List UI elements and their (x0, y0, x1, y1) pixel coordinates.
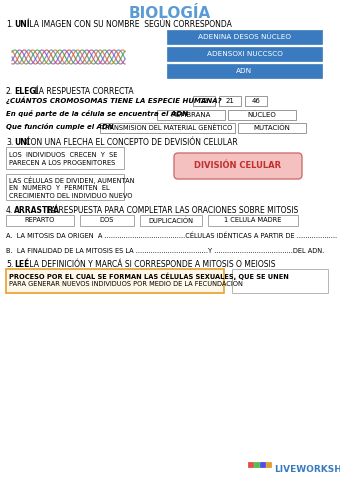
FancyBboxPatch shape (260, 462, 265, 467)
Text: 1 CELULA MADRE: 1 CELULA MADRE (224, 217, 282, 224)
Text: PARA GENERAR NUEVOS INDIVIDUOS POR MEDIO DE LA FECUNDACIÓN: PARA GENERAR NUEVOS INDIVIDUOS POR MEDIO… (9, 281, 243, 288)
Text: DUPLICACIÓN: DUPLICACIÓN (149, 217, 193, 224)
FancyBboxPatch shape (140, 215, 202, 226)
FancyBboxPatch shape (228, 110, 296, 120)
Text: LA IMAGEN CON SU NOMBRE  SEGÚN CORRESPONDA: LA IMAGEN CON SU NOMBRE SEGÚN CORRESPOND… (27, 20, 232, 29)
FancyBboxPatch shape (266, 462, 271, 467)
Text: 21: 21 (225, 98, 235, 104)
FancyBboxPatch shape (6, 147, 124, 169)
Text: ARRASTRÁ: ARRASTRÁ (14, 206, 60, 215)
Text: 12: 12 (200, 98, 208, 104)
Text: LOS  INDIVIDUOS  CRECEN  Y  SE: LOS INDIVIDUOS CRECEN Y SE (9, 152, 117, 158)
Text: ADN: ADN (236, 68, 253, 74)
FancyBboxPatch shape (80, 215, 134, 226)
Text: PARECEN A LOS PROGENITORES: PARECEN A LOS PROGENITORES (9, 160, 115, 166)
FancyBboxPatch shape (6, 215, 74, 226)
Text: CRECIMIENTO DEL INDIVIDUO NUEVO: CRECIMIENTO DEL INDIVIDUO NUEVO (9, 193, 133, 199)
FancyBboxPatch shape (254, 462, 259, 467)
Text: REPARTO: REPARTO (25, 217, 55, 224)
FancyBboxPatch shape (208, 215, 298, 226)
Text: A.  LA MITOSIS DA ORIGEN  A ......................................CÉLULAS IDÉNTI: A. LA MITOSIS DA ORIGEN A ..............… (6, 232, 337, 239)
Text: MUTACIÓN: MUTACIÓN (254, 125, 290, 131)
Text: EN  NÚMERO  Y  PERMITEN  EL: EN NÚMERO Y PERMITEN EL (9, 185, 109, 192)
Text: UNÍ: UNÍ (14, 20, 30, 29)
Text: 4.: 4. (6, 206, 13, 215)
FancyBboxPatch shape (232, 269, 328, 293)
Text: ¿CUÁNTOS CROMOSOMAS TIENE LA ESPECIE HUMANA?: ¿CUÁNTOS CROMOSOMAS TIENE LA ESPECIE HUM… (6, 96, 222, 104)
Text: LA RESPUESTA CORRECTA: LA RESPUESTA CORRECTA (32, 87, 134, 96)
Text: LA RESPUESTA PARA COMPLETAR LAS ORACIONES SOBRE MITOSIS: LA RESPUESTA PARA COMPLETAR LAS ORACIONE… (44, 206, 298, 215)
Text: BIOLOGÍA: BIOLOGÍA (129, 6, 211, 21)
Text: TRANSMISION DEL MATERIAL GENÉTICO: TRANSMISION DEL MATERIAL GENÉTICO (101, 125, 233, 131)
FancyBboxPatch shape (245, 96, 267, 106)
Text: 5.: 5. (6, 260, 13, 269)
Text: PROCESO POR EL CUAL SE FORMAN LAS CÉLULAS SEXUALES, QUE SE UNEN: PROCESO POR EL CUAL SE FORMAN LAS CÉLULA… (9, 272, 289, 279)
Text: MEMBRANA: MEMBRANA (171, 112, 211, 118)
FancyBboxPatch shape (193, 96, 215, 106)
Text: 1.: 1. (6, 20, 13, 29)
FancyBboxPatch shape (219, 96, 241, 106)
Text: 46: 46 (252, 98, 260, 104)
Text: LEÉ: LEÉ (14, 260, 29, 269)
Text: B.  LA FINALIDAD DE LA MITOSIS ES LA ..................................Y .......: B. LA FINALIDAD DE LA MITOSIS ES LA ....… (6, 248, 324, 254)
Text: ELEGÍ: ELEGÍ (14, 87, 38, 96)
FancyBboxPatch shape (167, 64, 322, 78)
FancyBboxPatch shape (100, 123, 235, 133)
Text: LAS CÉLULAS DE DIVIDEN, AUMENTAN: LAS CÉLULAS DE DIVIDEN, AUMENTAN (9, 177, 135, 184)
FancyBboxPatch shape (6, 269, 224, 293)
Text: 3.: 3. (6, 138, 13, 147)
Text: DOS: DOS (100, 217, 114, 224)
FancyBboxPatch shape (174, 153, 302, 179)
Text: UNÍ: UNÍ (14, 138, 30, 147)
Text: DIVISIÓN CELULAR: DIVISIÓN CELULAR (194, 161, 282, 170)
Text: NÚCLEO: NÚCLEO (248, 112, 276, 118)
FancyBboxPatch shape (167, 30, 322, 44)
Text: CON UNA FLECHA EL CONCEPTO DE DEVISIÓN CELULAR: CON UNA FLECHA EL CONCEPTO DE DEVISIÓN C… (23, 138, 238, 147)
Text: LIVEWORKSHEETS: LIVEWORKSHEETS (274, 465, 340, 473)
Text: ADENINA DESOS NÚCLEO: ADENINA DESOS NÚCLEO (198, 34, 291, 40)
Text: ADENSOXI NUCCSCO: ADENSOXI NUCCSCO (207, 51, 283, 57)
Text: En qué parte de la célula se encuentra el ADN: En qué parte de la célula se encuentra e… (6, 110, 188, 117)
FancyBboxPatch shape (167, 47, 322, 61)
FancyBboxPatch shape (238, 123, 306, 133)
Text: 2.: 2. (6, 87, 13, 96)
Text: LA DEFINICIÓN Y MARCÁ SI CORRESPONDE A MITOSIS O MEIOSIS: LA DEFINICIÓN Y MARCÁ SI CORRESPONDE A M… (27, 260, 275, 269)
Text: Que función cumple el ADN: Que función cumple el ADN (6, 123, 114, 130)
FancyBboxPatch shape (6, 174, 124, 200)
FancyBboxPatch shape (157, 110, 225, 120)
FancyBboxPatch shape (248, 462, 253, 467)
